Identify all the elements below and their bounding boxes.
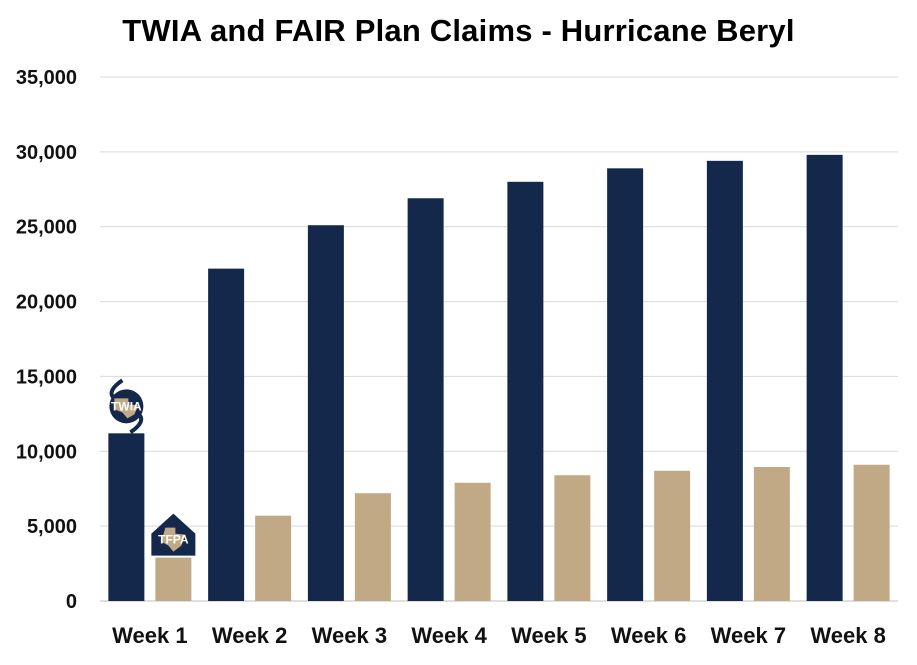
y-axis-ticks: 0 5,000 10,000 15,000 20,000 25,000 30,000 35,0…: [16, 67, 77, 613]
x-axis-labels: Week 1 Week 2 Week 3 Week 4 Week 5 Week 6 Week…: [112, 623, 886, 648]
twia-logo-icon: TWIA: [109, 378, 144, 434]
y-tick-label: 35,000: [16, 67, 77, 89]
bars: [108, 154, 890, 602]
tfpa-logo-label: TFPA: [158, 533, 189, 547]
bar-tfpa-week-7: [753, 467, 790, 601]
bar-tfpa-week-8: [853, 464, 890, 601]
tfpa-logo-icon: TFPA: [151, 513, 196, 556]
bar-twia-week-7: [706, 160, 743, 601]
bar-tfpa-week-1: [155, 557, 192, 601]
x-tick-label: Week 2: [212, 623, 287, 648]
chart-title: TWIA and FAIR Plan Claims - Hurricane Be…: [122, 13, 795, 48]
bar-twia-week-3: [307, 225, 344, 601]
series-logos: TWIA TFPA: [109, 378, 196, 556]
y-tick-label: 0: [66, 591, 77, 613]
y-tick-label: 30,000: [16, 142, 77, 164]
bar-twia-week-1: [108, 433, 145, 601]
x-tick-label: Week 4: [411, 623, 487, 648]
bar-twia-week-4: [407, 198, 444, 602]
x-tick-label: Week 5: [511, 623, 586, 648]
x-tick-label: Week 8: [810, 623, 885, 648]
x-tick-label: Week 7: [711, 623, 786, 648]
bar-twia-week-8: [806, 154, 843, 601]
x-tick-label: Week 1: [112, 623, 187, 648]
y-tick-label: 15,000: [16, 366, 77, 388]
y-tick-label: 20,000: [16, 292, 77, 314]
twia-logo-label: TWIA: [111, 399, 142, 413]
bar-twia-week-6: [607, 168, 644, 601]
bar-tfpa-week-4: [454, 482, 491, 601]
bar-twia-week-2: [208, 268, 245, 601]
y-tick-label: 25,000: [16, 217, 77, 239]
bar-tfpa-week-3: [354, 493, 391, 601]
y-tick-label: 10,000: [16, 441, 77, 463]
bar-tfpa-week-5: [554, 475, 591, 601]
y-tick-label: 5,000: [27, 516, 77, 538]
x-tick-label: Week 6: [611, 623, 686, 648]
bar-tfpa-week-6: [654, 470, 691, 601]
bar-twia-week-5: [507, 181, 544, 602]
bar-tfpa-week-2: [255, 515, 292, 601]
x-tick-label: Week 3: [312, 623, 387, 648]
